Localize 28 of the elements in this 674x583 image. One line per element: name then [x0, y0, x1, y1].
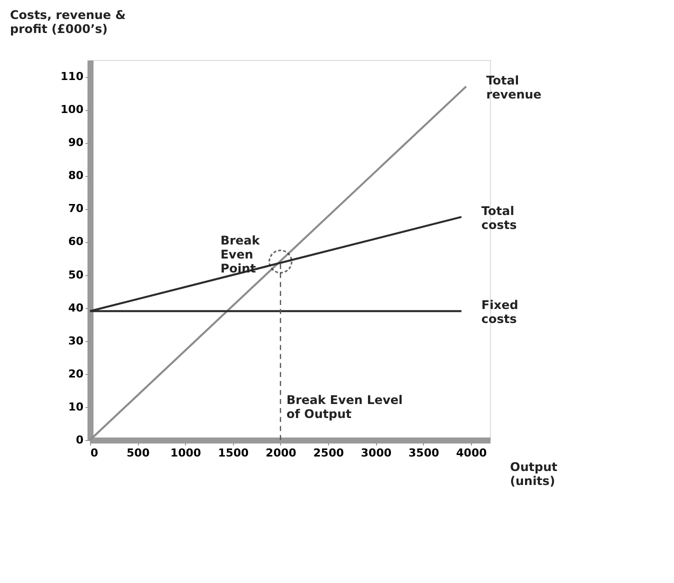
ref-line-label: Break Even Level of Output — [286, 393, 403, 421]
series-label: Total revenue — [486, 73, 542, 102]
x-tick-label: 1000 — [170, 446, 202, 460]
annotation: Break Even Point — [220, 234, 261, 276]
y-tick-label: 90 — [68, 136, 84, 150]
x-tick-label: 0 — [90, 446, 98, 460]
y-axis-title: Costs, revenue & profit (£000’s) — [10, 8, 126, 36]
y-tick-label: 0 — [76, 434, 84, 446]
y-tick-label: 40 — [68, 301, 84, 314]
y-tick-label: 60 — [68, 235, 84, 248]
x-tick-label: 3000 — [360, 446, 392, 460]
y-tick-label: 80 — [68, 169, 84, 182]
series-label: Total costs — [481, 204, 517, 232]
series-label: Fixed costs — [481, 298, 518, 326]
x-axis-title: Output (units) — [510, 460, 558, 488]
x-tick-label: 4000 — [456, 446, 488, 460]
y-tick-label: 110 — [60, 70, 84, 84]
y-tick-label: 10 — [68, 400, 84, 414]
x-tick-label: 1500 — [218, 446, 250, 460]
x-tick-label: 500 — [126, 446, 150, 460]
y-tick-label: 100 — [60, 103, 84, 116]
y-tick-label: 30 — [68, 334, 84, 348]
y-tick-label: 70 — [68, 202, 84, 216]
x-tick-label: 2500 — [313, 446, 344, 460]
x-tick-label: 2000 — [266, 446, 297, 460]
y-tick-label: 20 — [68, 367, 84, 380]
x-tick-label: 3500 — [408, 446, 440, 460]
y-tick-label: 50 — [68, 268, 84, 282]
